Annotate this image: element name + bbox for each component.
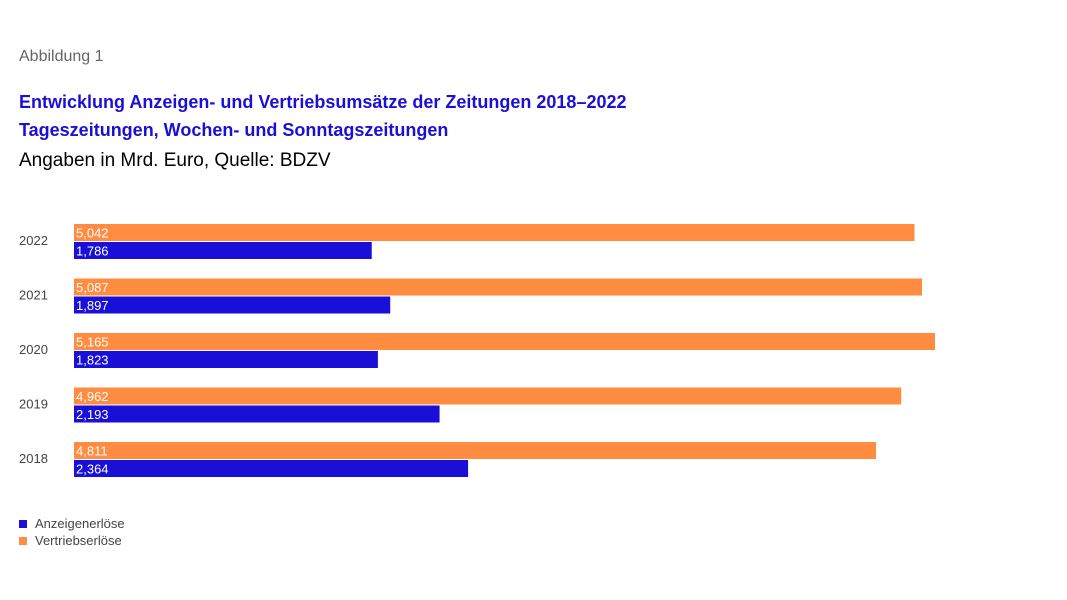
data-label-anzeigen-2019: 2,193 xyxy=(76,407,109,422)
legend-item-vertrieb: Vertriebserlöse xyxy=(19,533,122,548)
data-label-anzeigen-2021: 1,897 xyxy=(76,298,109,313)
bar-anzeigen-2021 xyxy=(74,296,391,314)
data-label-anzeigen-2018: 2,364 xyxy=(76,462,109,477)
category-label-2020: 2020 xyxy=(19,342,48,357)
figure-label: Abbildung 1 xyxy=(19,48,104,65)
chart-title: Entwicklung Anzeigen- und Vertriebsumsät… xyxy=(19,92,627,112)
data-label-vertrieb-2022: 5,042 xyxy=(76,226,109,241)
bar-vertrieb-2021 xyxy=(74,278,922,296)
category-label-2018: 2018 xyxy=(19,451,48,466)
data-label-anzeigen-2020: 1,823 xyxy=(76,353,109,368)
category-label-2021: 2021 xyxy=(19,288,48,303)
legend-swatch-anzeigen xyxy=(19,519,27,528)
bar-anzeigen-2019 xyxy=(74,405,440,423)
legend-label-anzeigen: Anzeigenerlöse xyxy=(35,516,125,531)
category-label-2019: 2019 xyxy=(19,397,48,412)
chart-subtitle: Tageszeitungen, Wochen- und Sonntagszeit… xyxy=(19,120,449,140)
legend-item-anzeigen: Anzeigenerlöse xyxy=(19,516,125,531)
bar-vertrieb-2020 xyxy=(74,333,935,350)
bar-anzeigen-2022 xyxy=(74,242,372,259)
bar-vertrieb-2022 xyxy=(74,224,915,241)
category-label-2022: 2022 xyxy=(19,233,48,248)
chart-note: Angaben in Mrd. Euro, Quelle: BDZV xyxy=(19,150,331,171)
bar-anzeigen-2018 xyxy=(74,460,469,477)
bar-vertrieb-2019 xyxy=(74,387,902,405)
data-label-vertrieb-2019: 4,962 xyxy=(76,389,109,404)
bar-vertrieb-2018 xyxy=(74,442,876,459)
bar-anzeigen-2020 xyxy=(74,351,378,368)
data-label-vertrieb-2021: 5,087 xyxy=(76,280,109,295)
legend-swatch-vertrieb xyxy=(19,536,27,545)
data-label-anzeigen-2022: 1,786 xyxy=(76,244,109,259)
legend-label-vertrieb: Vertriebserlöse xyxy=(35,533,122,548)
data-label-vertrieb-2018: 4,811 xyxy=(76,444,108,459)
data-label-vertrieb-2020: 5,165 xyxy=(76,335,109,350)
